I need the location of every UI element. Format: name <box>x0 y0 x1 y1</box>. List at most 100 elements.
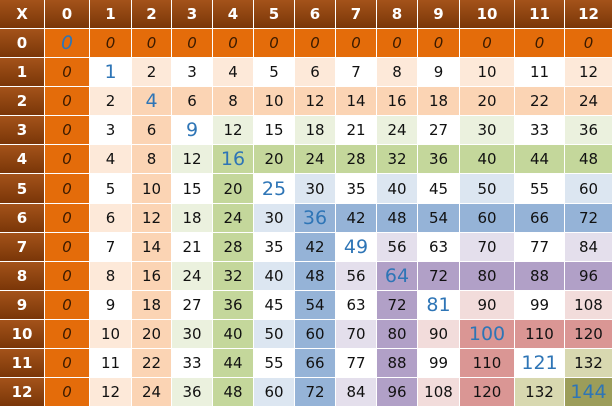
table-cell: 108 <box>565 291 613 320</box>
column-header: 4 <box>213 0 254 29</box>
table-cell: 0 <box>45 204 90 233</box>
table-cell: 70 <box>336 320 377 349</box>
table-cell: 42 <box>336 204 377 233</box>
row-header: 6 <box>0 204 45 233</box>
table-cell: 14 <box>336 87 377 116</box>
table-cell: 4 <box>213 58 254 87</box>
table-cell: 96 <box>565 262 613 291</box>
table-cell: 60 <box>295 320 336 349</box>
table-cell: 5 <box>90 174 132 204</box>
table-cell: 84 <box>565 233 613 262</box>
table-cell: 64 <box>377 262 418 291</box>
column-header: 3 <box>172 0 213 29</box>
table-cell: 25 <box>254 174 295 204</box>
row-header: 7 <box>0 233 45 262</box>
row-header: 0 <box>0 29 45 58</box>
table-cell: 0 <box>45 291 90 320</box>
table-cell: 20 <box>132 320 172 349</box>
table-cell: 18 <box>418 87 460 116</box>
table-cell: 12 <box>565 58 613 87</box>
table-cell: 12 <box>295 87 336 116</box>
row-header: 8 <box>0 262 45 291</box>
table-cell: 0 <box>515 29 565 58</box>
row-header: 5 <box>0 174 45 204</box>
table-cell: 54 <box>295 291 336 320</box>
table-cell: 60 <box>565 174 613 204</box>
table-cell: 0 <box>460 29 515 58</box>
table-cell: 12 <box>90 378 132 407</box>
column-header: 12 <box>565 0 613 29</box>
column-header: 0 <box>45 0 90 29</box>
table-cell: 5 <box>254 58 295 87</box>
table-cell: 21 <box>172 233 213 262</box>
table-cell: 66 <box>295 349 336 378</box>
table-cell: 9 <box>172 116 213 145</box>
table-cell: 28 <box>213 233 254 262</box>
table-cell: 10 <box>90 320 132 349</box>
table-cell: 99 <box>515 291 565 320</box>
table-cell: 7 <box>90 233 132 262</box>
row-header: 1 <box>0 58 45 87</box>
table-cell: 0 <box>45 349 90 378</box>
corner-label: X <box>0 0 45 29</box>
table-cell: 60 <box>254 378 295 407</box>
table-cell: 11 <box>515 58 565 87</box>
table-cell: 120 <box>460 378 515 407</box>
table-cell: 11 <box>90 349 132 378</box>
table-cell: 8 <box>213 87 254 116</box>
table-cell: 99 <box>418 349 460 378</box>
table-cell: 3 <box>172 58 213 87</box>
table-cell: 0 <box>90 29 132 58</box>
table-cell: 24 <box>213 204 254 233</box>
table-cell: 3 <box>90 116 132 145</box>
table-cell: 0 <box>565 29 613 58</box>
table-cell: 0 <box>213 29 254 58</box>
row-header: 3 <box>0 116 45 145</box>
table-cell: 72 <box>565 204 613 233</box>
table-cell: 18 <box>132 291 172 320</box>
table-cell: 72 <box>377 291 418 320</box>
table-cell: 0 <box>418 29 460 58</box>
table-cell: 8 <box>90 262 132 291</box>
table-cell: 32 <box>213 262 254 291</box>
table-cell: 0 <box>45 378 90 407</box>
table-cell: 30 <box>295 174 336 204</box>
table-cell: 48 <box>295 262 336 291</box>
table-cell: 36 <box>172 378 213 407</box>
table-cell: 132 <box>565 349 613 378</box>
table-cell: 36 <box>565 116 613 145</box>
column-header: 11 <box>515 0 565 29</box>
table-cell: 40 <box>254 262 295 291</box>
table-cell: 0 <box>45 233 90 262</box>
table-cell: 20 <box>254 145 295 174</box>
table-cell: 45 <box>418 174 460 204</box>
table-cell: 108 <box>418 378 460 407</box>
table-cell: 60 <box>460 204 515 233</box>
row-header: 4 <box>0 145 45 174</box>
table-cell: 10 <box>460 58 515 87</box>
table-cell: 36 <box>295 204 336 233</box>
table-cell: 35 <box>254 233 295 262</box>
table-cell: 33 <box>172 349 213 378</box>
table-cell: 6 <box>132 116 172 145</box>
table-cell: 4 <box>132 87 172 116</box>
table-cell: 15 <box>254 116 295 145</box>
table-cell: 16 <box>132 262 172 291</box>
table-cell: 6 <box>90 204 132 233</box>
table-cell: 24 <box>565 87 613 116</box>
table-cell: 27 <box>172 291 213 320</box>
table-cell: 6 <box>172 87 213 116</box>
column-header: 8 <box>377 0 418 29</box>
table-cell: 77 <box>336 349 377 378</box>
table-cell: 44 <box>515 145 565 174</box>
table-cell: 30 <box>172 320 213 349</box>
table-cell: 20 <box>460 87 515 116</box>
table-cell: 22 <box>515 87 565 116</box>
table-cell: 63 <box>418 233 460 262</box>
table-cell: 24 <box>132 378 172 407</box>
table-cell: 44 <box>213 349 254 378</box>
table-cell: 72 <box>295 378 336 407</box>
table-cell: 24 <box>377 116 418 145</box>
row-header: 12 <box>0 378 45 407</box>
table-cell: 110 <box>515 320 565 349</box>
